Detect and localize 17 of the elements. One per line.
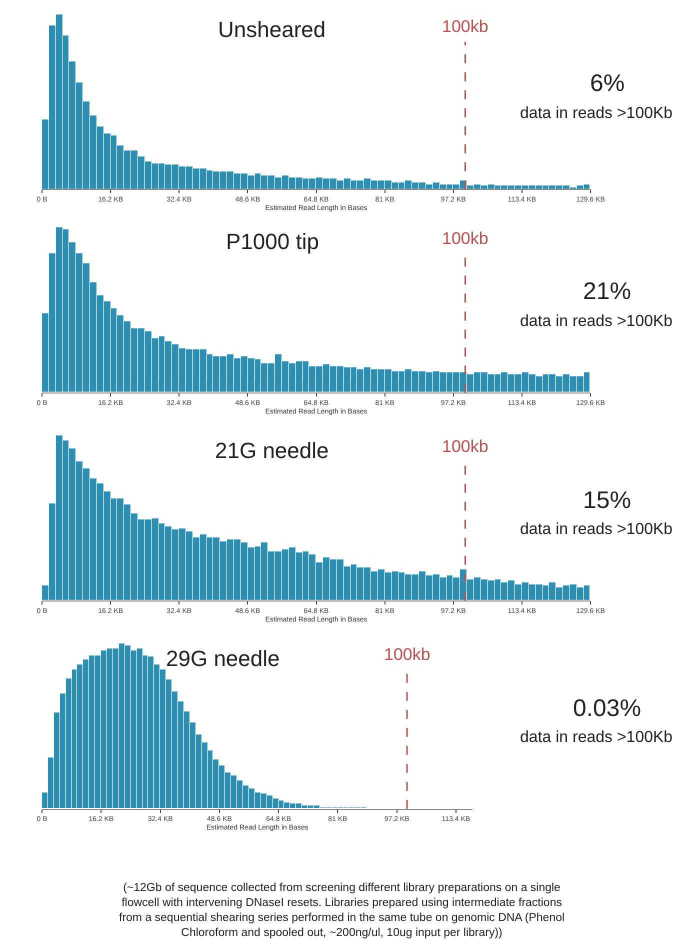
annotation: 21% [583, 278, 632, 305]
text: 0.03% [573, 695, 642, 722]
text: data in reads >100Kb [520, 729, 673, 746]
chart-title: 29G needle [166, 646, 280, 671]
chart-title: Unsheared [218, 17, 326, 42]
annotation: 6% [590, 70, 625, 97]
annotation: data in reads >100Kb [520, 313, 673, 330]
annotation: data in reads >100Kb [520, 521, 673, 538]
chart-title: 21G needle [215, 438, 329, 463]
annotation: 15% [583, 487, 632, 514]
ref-line-label: 100kb [384, 645, 430, 664]
annotation: data in reads >100Kb [520, 105, 673, 122]
text: (~12Gb of sequence collected from screening different library preparations on a single flowcell with intervening DNaseI resets. Libraries prepared using intermediate fractions from a sequential shearing series performed in the same tube on genomic DNA (Phenol Chloroform and spooled out, ~200ng/ul, 10ug input per library)) [119, 882, 565, 939]
ref-line-label: 100kb [442, 17, 488, 36]
ref-line-label: 100kb [442, 437, 488, 456]
ref-line-label: 100kb [442, 229, 488, 248]
chart-title: P1000 tip [226, 229, 319, 254]
